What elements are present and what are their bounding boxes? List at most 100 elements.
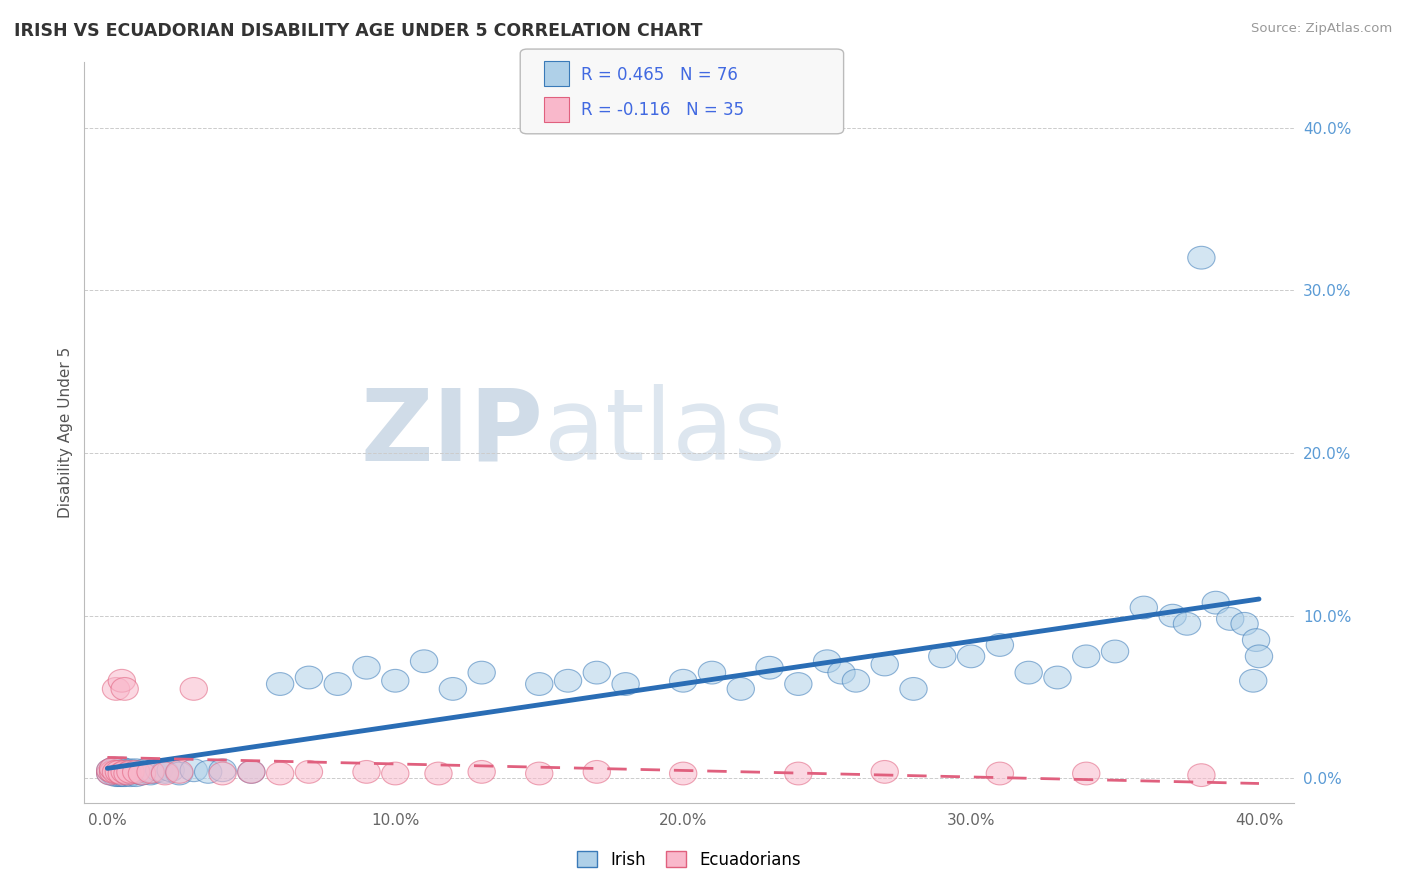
Ellipse shape <box>842 669 869 692</box>
Y-axis label: Disability Age Under 5: Disability Age Under 5 <box>58 347 73 518</box>
Ellipse shape <box>699 661 725 684</box>
Ellipse shape <box>166 761 193 783</box>
Ellipse shape <box>669 669 697 692</box>
Ellipse shape <box>152 761 179 783</box>
Ellipse shape <box>100 761 127 783</box>
Ellipse shape <box>166 762 193 785</box>
Ellipse shape <box>122 761 150 783</box>
Ellipse shape <box>381 762 409 785</box>
Ellipse shape <box>1216 607 1244 631</box>
Ellipse shape <box>785 762 813 785</box>
Ellipse shape <box>111 759 138 781</box>
Ellipse shape <box>411 650 437 673</box>
Ellipse shape <box>111 761 138 783</box>
Ellipse shape <box>108 669 135 692</box>
Ellipse shape <box>1043 666 1071 689</box>
Ellipse shape <box>103 757 129 780</box>
Ellipse shape <box>669 762 697 785</box>
Ellipse shape <box>1243 629 1270 651</box>
Ellipse shape <box>1130 596 1157 619</box>
Ellipse shape <box>295 761 322 783</box>
Ellipse shape <box>1174 613 1201 635</box>
Ellipse shape <box>100 757 127 780</box>
Ellipse shape <box>986 633 1014 657</box>
Ellipse shape <box>114 762 141 785</box>
Ellipse shape <box>1159 604 1187 627</box>
Ellipse shape <box>97 762 124 785</box>
Ellipse shape <box>136 761 165 783</box>
Ellipse shape <box>439 678 467 700</box>
Ellipse shape <box>105 762 132 785</box>
Text: atlas: atlas <box>544 384 786 481</box>
Ellipse shape <box>139 761 167 783</box>
Ellipse shape <box>136 762 165 785</box>
Ellipse shape <box>1188 764 1215 787</box>
Ellipse shape <box>157 759 184 781</box>
Ellipse shape <box>872 653 898 676</box>
Ellipse shape <box>1073 645 1099 668</box>
Ellipse shape <box>125 761 153 783</box>
Ellipse shape <box>117 764 143 787</box>
Ellipse shape <box>108 764 135 787</box>
Ellipse shape <box>111 762 138 785</box>
Ellipse shape <box>108 757 135 780</box>
Ellipse shape <box>146 759 173 781</box>
Ellipse shape <box>180 759 208 781</box>
Ellipse shape <box>986 762 1014 785</box>
Ellipse shape <box>267 673 294 696</box>
Ellipse shape <box>238 761 264 783</box>
Ellipse shape <box>872 761 898 783</box>
Ellipse shape <box>957 645 984 668</box>
Ellipse shape <box>120 762 148 785</box>
Ellipse shape <box>152 762 179 785</box>
Ellipse shape <box>468 761 495 783</box>
Ellipse shape <box>108 762 135 785</box>
Ellipse shape <box>108 761 135 783</box>
Ellipse shape <box>103 761 129 783</box>
Ellipse shape <box>105 759 132 781</box>
Ellipse shape <box>928 645 956 668</box>
Ellipse shape <box>425 762 453 785</box>
Ellipse shape <box>1015 661 1042 684</box>
Ellipse shape <box>111 764 138 787</box>
Ellipse shape <box>97 759 124 781</box>
Ellipse shape <box>100 762 127 785</box>
Ellipse shape <box>180 678 208 700</box>
Ellipse shape <box>756 657 783 679</box>
Ellipse shape <box>103 761 129 783</box>
Ellipse shape <box>117 759 143 781</box>
Ellipse shape <box>1188 246 1215 269</box>
Ellipse shape <box>131 759 159 781</box>
Ellipse shape <box>1230 613 1258 635</box>
Ellipse shape <box>554 669 582 692</box>
Ellipse shape <box>1073 762 1099 785</box>
Ellipse shape <box>727 678 755 700</box>
Ellipse shape <box>238 761 264 783</box>
Ellipse shape <box>122 764 150 787</box>
Ellipse shape <box>353 657 380 679</box>
Ellipse shape <box>105 764 132 787</box>
Ellipse shape <box>583 661 610 684</box>
Ellipse shape <box>612 673 640 696</box>
Ellipse shape <box>1240 669 1267 692</box>
Ellipse shape <box>785 673 813 696</box>
Ellipse shape <box>128 762 156 785</box>
Ellipse shape <box>209 759 236 781</box>
Ellipse shape <box>209 762 236 785</box>
Ellipse shape <box>295 666 322 689</box>
Ellipse shape <box>381 669 409 692</box>
Ellipse shape <box>97 762 124 785</box>
Ellipse shape <box>583 761 610 783</box>
Legend: Irish, Ecuadorians: Irish, Ecuadorians <box>576 850 801 869</box>
Ellipse shape <box>1246 645 1272 668</box>
Ellipse shape <box>103 764 129 787</box>
Ellipse shape <box>128 762 156 785</box>
Text: Source: ZipAtlas.com: Source: ZipAtlas.com <box>1251 22 1392 36</box>
Ellipse shape <box>353 761 380 783</box>
Ellipse shape <box>114 762 141 785</box>
Text: R = 0.465   N = 76: R = 0.465 N = 76 <box>581 66 738 84</box>
Text: IRISH VS ECUADORIAN DISABILITY AGE UNDER 5 CORRELATION CHART: IRISH VS ECUADORIAN DISABILITY AGE UNDER… <box>14 22 703 40</box>
Ellipse shape <box>267 762 294 785</box>
Ellipse shape <box>97 759 124 781</box>
Ellipse shape <box>900 678 927 700</box>
